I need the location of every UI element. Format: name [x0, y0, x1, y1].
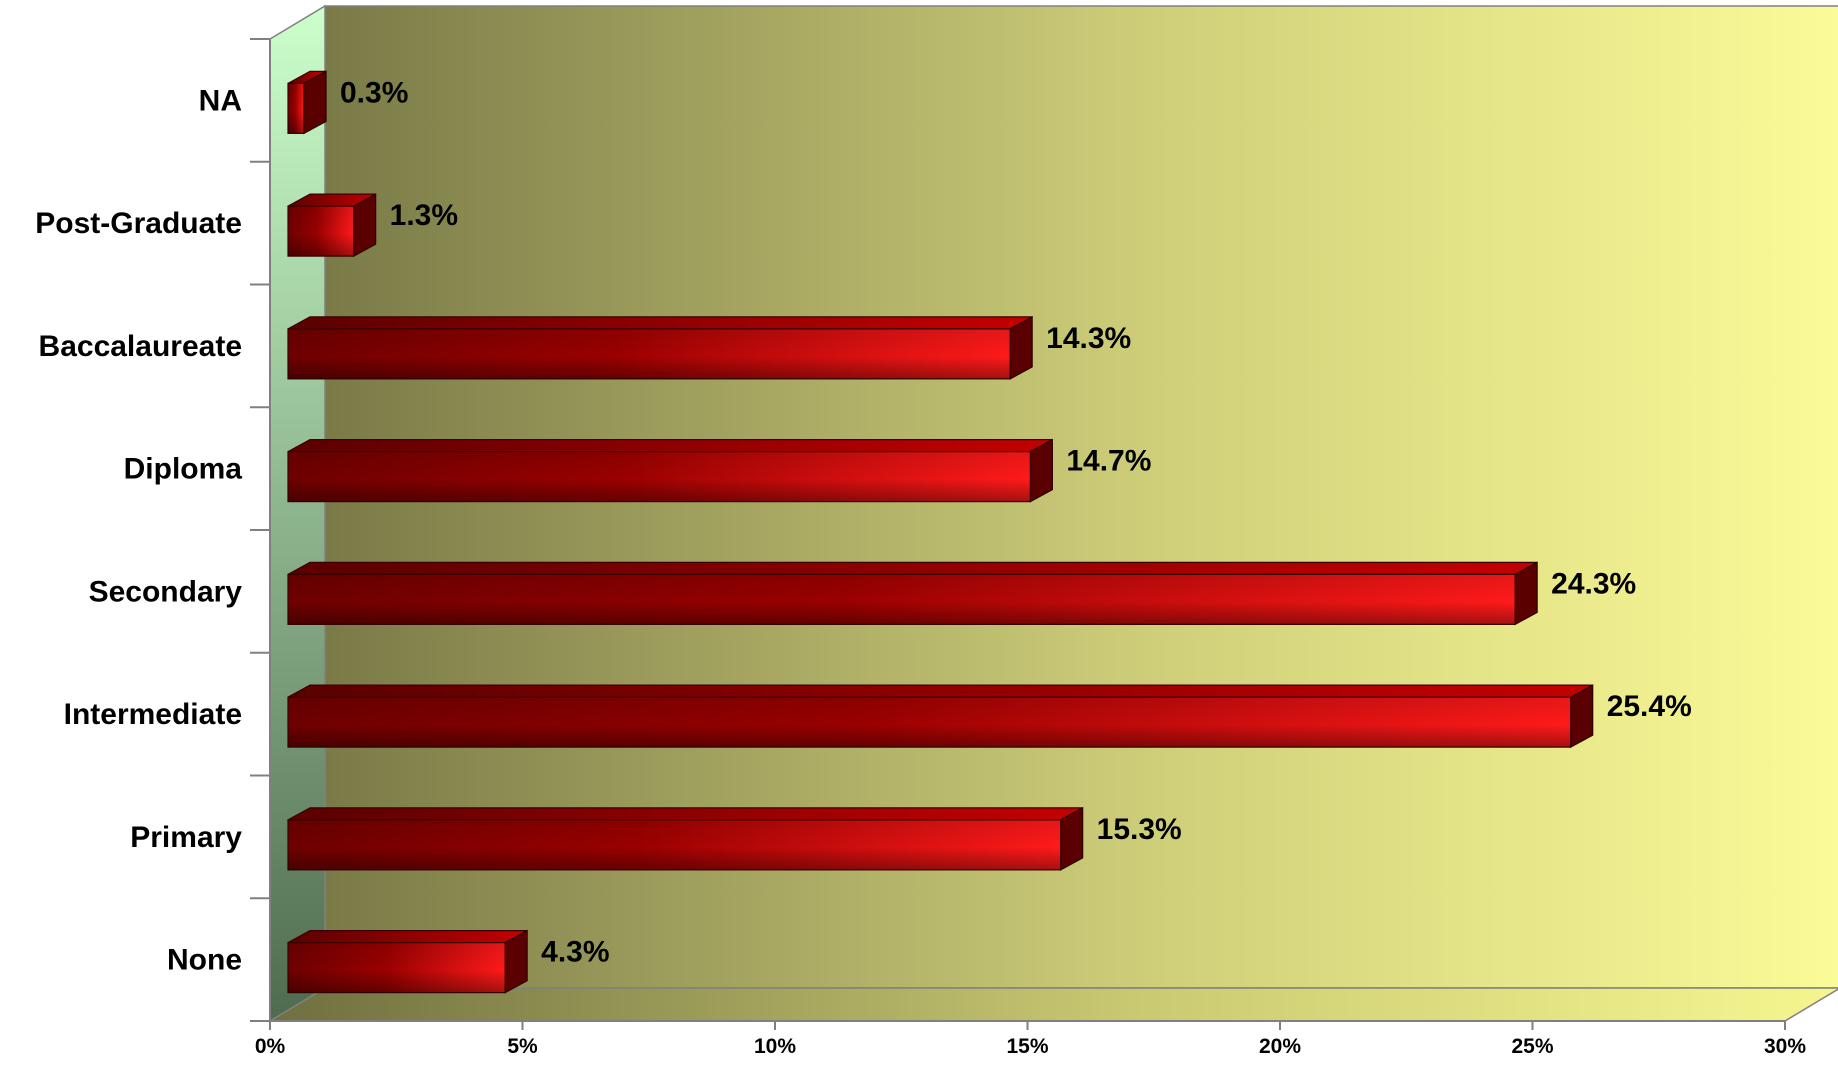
bar-shading [288, 83, 304, 134]
axes [250, 38, 1786, 1030]
category-label: Diploma [124, 453, 243, 486]
x-tick-label: 0% [255, 1035, 286, 1058]
bar-shading [288, 206, 354, 257]
data-label: 24.3% [1551, 567, 1636, 600]
data-label: 14.3% [1046, 322, 1131, 355]
bar [287, 315, 1033, 380]
bars [287, 70, 1594, 994]
data-label: 0.3% [340, 76, 408, 109]
bar-top [287, 439, 1053, 453]
category-label: Intermediate [64, 698, 242, 731]
bar [287, 684, 1594, 749]
category-label: Secondary [89, 575, 243, 608]
data-label: 25.4% [1607, 690, 1692, 723]
bar [287, 438, 1053, 503]
x-tick-label: 25% [1511, 1035, 1553, 1058]
bar [287, 70, 327, 135]
bar [287, 561, 1538, 626]
x-tick-label: 30% [1764, 1035, 1806, 1058]
bar-shading [288, 697, 1571, 748]
data-label: 15.3% [1097, 813, 1182, 846]
category-label: Baccalaureate [39, 330, 242, 363]
bar-shading [288, 574, 1516, 625]
data-label: 1.3% [390, 199, 458, 232]
bar-top [287, 561, 1538, 575]
category-label: None [167, 944, 242, 977]
x-tick-label: 20% [1259, 1035, 1301, 1058]
x-tick-label: 5% [507, 1035, 538, 1058]
bar [287, 929, 528, 994]
bar-shading [288, 328, 1011, 379]
bar-top [287, 316, 1033, 330]
bar-top [287, 684, 1593, 698]
bar-shading [288, 942, 506, 993]
data-label: 4.3% [541, 936, 609, 969]
labels: 0% 5% 10% 15% 20% 25% 30% NA 0.3% Post-Graduate 1.… [35, 76, 1806, 1058]
category-label: Primary [130, 821, 242, 854]
x-tick-label: 15% [1006, 1035, 1048, 1058]
bar-top [287, 930, 528, 944]
x-tick-label: 10% [754, 1035, 796, 1058]
category-label: Post-Graduate [35, 207, 242, 240]
category-label: NA [199, 84, 242, 117]
bar [287, 193, 377, 258]
bar [287, 806, 1084, 871]
bar-top [287, 807, 1083, 821]
bar-shading [288, 451, 1031, 502]
bar-shading [288, 819, 1061, 870]
data-label: 14.7% [1066, 445, 1151, 478]
